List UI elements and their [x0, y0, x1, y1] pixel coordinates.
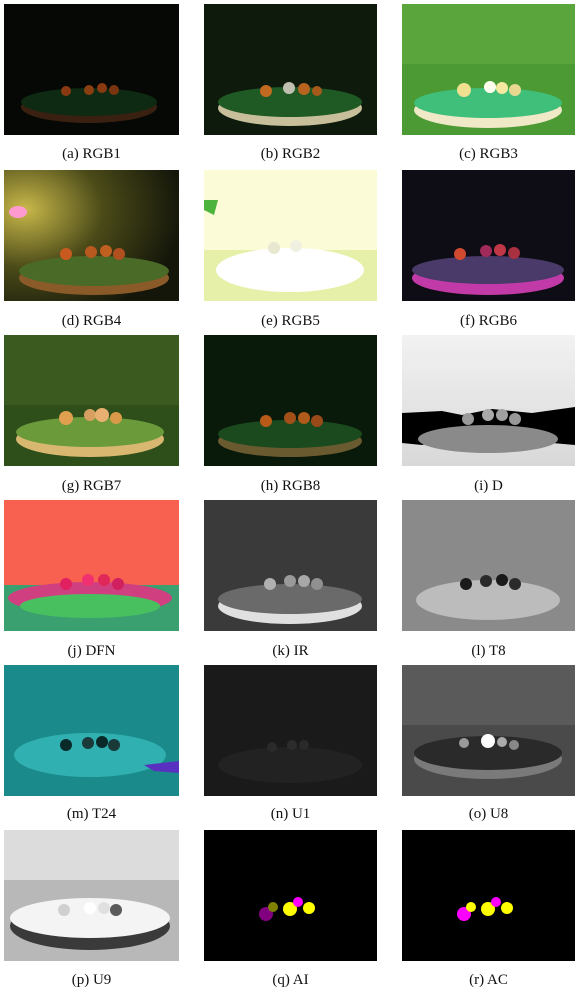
caption-rgb1: (a) RGB1	[62, 146, 121, 162]
caption-rgb3: (c) RGB3	[459, 146, 518, 162]
caption-dfn: (j) DFN	[67, 643, 116, 659]
caption-ai: (q) AI	[272, 972, 309, 988]
panel-ir-image	[204, 500, 377, 631]
caption-ac: (r) AC	[469, 972, 508, 988]
panel-t24-image	[4, 665, 179, 796]
panel-rgb5-image	[204, 170, 377, 301]
caption-ir: (k) IR	[272, 643, 309, 659]
caption-u8: (o) U8	[468, 806, 509, 822]
panel-depth-image	[402, 335, 575, 466]
caption-rgb8: (h) RGB8	[260, 478, 321, 494]
caption-rgb5: (e) RGB5	[261, 313, 320, 329]
caption-rgb4: (d) RGB4	[61, 313, 122, 329]
panel-t8-image	[402, 500, 575, 631]
panel-rgb8-image	[204, 335, 377, 466]
panel-u9-image	[4, 830, 179, 961]
panel-rgb4-image	[4, 170, 179, 301]
panel-rgb2-image	[204, 4, 377, 135]
panel-ai-image	[204, 830, 377, 961]
panel-rgb3-image	[402, 4, 575, 135]
caption-u9: (p) U9	[71, 972, 112, 988]
caption-depth: (i) D	[474, 478, 503, 494]
panel-rgb7-image	[4, 335, 179, 466]
panel-u1-image	[204, 665, 377, 796]
caption-t24: (m) T24	[66, 806, 117, 822]
caption-rgb7: (g) RGB7	[61, 478, 122, 494]
caption-rgb2: (b) RGB2	[260, 146, 321, 162]
panel-u8-image	[402, 665, 575, 796]
panel-rgb6-image	[402, 170, 575, 301]
panel-rgb1-image	[4, 4, 179, 135]
panel-dfn-image	[4, 500, 179, 631]
caption-u1: (n) U1	[270, 806, 311, 822]
caption-t8: (l) T8	[471, 643, 506, 659]
panel-ac-image	[402, 830, 575, 961]
caption-rgb6: (f) RGB6	[459, 313, 518, 329]
